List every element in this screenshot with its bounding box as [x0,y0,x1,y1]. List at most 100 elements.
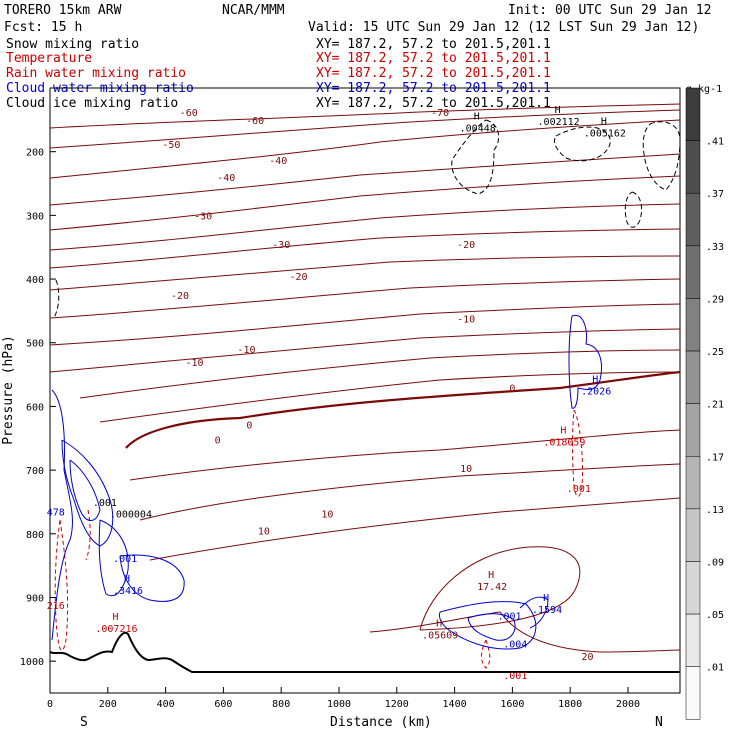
legend-xy-rain: XY= 187.2, 57.2 to 201.5,201.1 [316,66,551,81]
model-title: TORERO 15km ARW [4,3,122,18]
cloud-contour [467,613,516,641]
x-tick-label: 1000 [327,699,351,710]
cloud-contour [98,519,129,597]
y-tick-label: 200 [26,148,44,159]
temp-contour [369,611,681,653]
temp-contour [149,497,681,561]
cloud-contour [61,439,114,547]
high-marker: H [488,570,494,581]
x-tick-label: 800 [272,699,290,710]
center-title: NCAR/MMM [222,3,285,18]
rain-contour [54,519,69,651]
temp-contour [49,278,681,319]
temperature-label: -10 [185,358,203,369]
high-value-label: .005162 [584,129,626,140]
colorbar-level-label: .25 [706,347,724,358]
temperature-label: -60 [180,108,198,119]
colorbar-swatch [685,140,701,194]
colorbar-swatch [685,192,701,247]
high-marker: H [124,574,130,585]
contour-value-label: .001 [497,611,521,622]
cloud-contour [519,596,549,629]
cloud-contour [51,389,73,641]
colorbar-swatch [685,403,701,457]
x-tick-label: 2000 [616,699,640,710]
high-value-label: .00448 [460,123,496,134]
high-value-label: .002112 [538,117,580,128]
temperature-label: -60 [246,116,264,127]
colorbar-swatch [685,245,701,299]
contour-value-label: .000004 [110,509,152,520]
high-marker: H [543,593,549,604]
temperature-label: 0 [246,420,252,431]
high-value-label: 17.42 [477,582,507,593]
high-value-label: .2026 [581,387,611,398]
x-tick-label: 1600 [500,699,524,710]
colorbar-level-label: .05 [706,610,724,621]
colorbar-swatch [685,666,701,720]
legend-field-cloud-ice: Cloud ice mixing ratio [6,96,178,111]
colorbar-swatch [685,456,701,510]
high-marker: H [601,117,607,128]
temperature-label: 20 [581,652,593,663]
high-marker: H [592,375,598,386]
terrain-line [49,631,680,673]
temperature-label: -20 [457,240,475,251]
temperature-label: -10 [237,345,255,356]
contour-value-label: .001 [567,484,591,495]
cloud-contour [568,314,602,409]
colorbar-level-label: .41 [706,137,724,148]
rain-contour [85,509,91,561]
init-time: Init: 00 UTC Sun 29 Jan 12 [508,3,712,18]
contour-value-label: 478 [47,508,65,519]
temp-contour [49,303,681,346]
colorbar-swatch [685,613,701,667]
legend-xy-cloud-ice: XY= 187.2, 57.2 to 201.5,201.1 [316,96,551,111]
axes: Distance (km) Pressure (hPa) S N 0 200 400… [1,148,663,730]
high-marker: H [112,612,118,623]
colorbar-unit: g kg-1 [686,84,722,95]
high-marker: H [474,111,480,122]
colorbar-level-label: .37 [706,189,724,200]
snow-contour [451,119,500,195]
high-value-label: .3416 [113,586,143,597]
y-tick-label: 600 [26,402,44,413]
temperature-label: -40 [269,156,287,167]
temp-contour [49,175,681,231]
temp-contour [49,203,681,251]
temp-contour [129,429,681,481]
y-tick-label: 800 [26,530,44,541]
colorbar-level-label: .33 [706,242,724,253]
temperature-label: 10 [460,464,472,475]
rain-contour [481,639,491,669]
colorbar-level-label: .13 [706,505,724,516]
temperature-label: -40 [217,173,235,184]
colorbar-swatch [685,298,701,352]
contour-value-label: .001 [503,671,527,682]
snow-contour [642,121,681,191]
temp-contour [49,228,681,269]
colorbar-swatch [685,561,701,615]
forecast-hour: Fcst: 15 h [4,20,82,35]
high-value-label: .018059 [543,437,585,448]
temp-contour [49,109,681,149]
x-tick-label: 200 [99,699,117,710]
temp-contour [419,546,581,631]
snow-contour [624,191,643,228]
x-axis-title: Distance (km) [330,715,432,730]
legend: Snow mixing ratio XY= 187.2, 57.2 to 201… [6,37,551,111]
x-tick-label: 600 [214,699,232,710]
y-tick-label: 400 [26,275,44,286]
snow-contours [53,119,681,319]
contour-value-label: .001 [113,554,137,565]
legend-field-temperature: Temperature [6,51,92,66]
cloud-contour [69,459,101,521]
contour-value-label: .001 [93,498,117,509]
x-tick-label: 1200 [385,699,409,710]
y-tick-label: 700 [26,466,44,477]
x-tick-label: 0 [47,699,53,710]
colorbar-level-label: .21 [706,400,724,411]
y-axis-title: Pressure (hPa) [1,335,16,445]
x-tick-label: 1400 [443,699,467,710]
temperature-label: 0 [215,436,221,447]
